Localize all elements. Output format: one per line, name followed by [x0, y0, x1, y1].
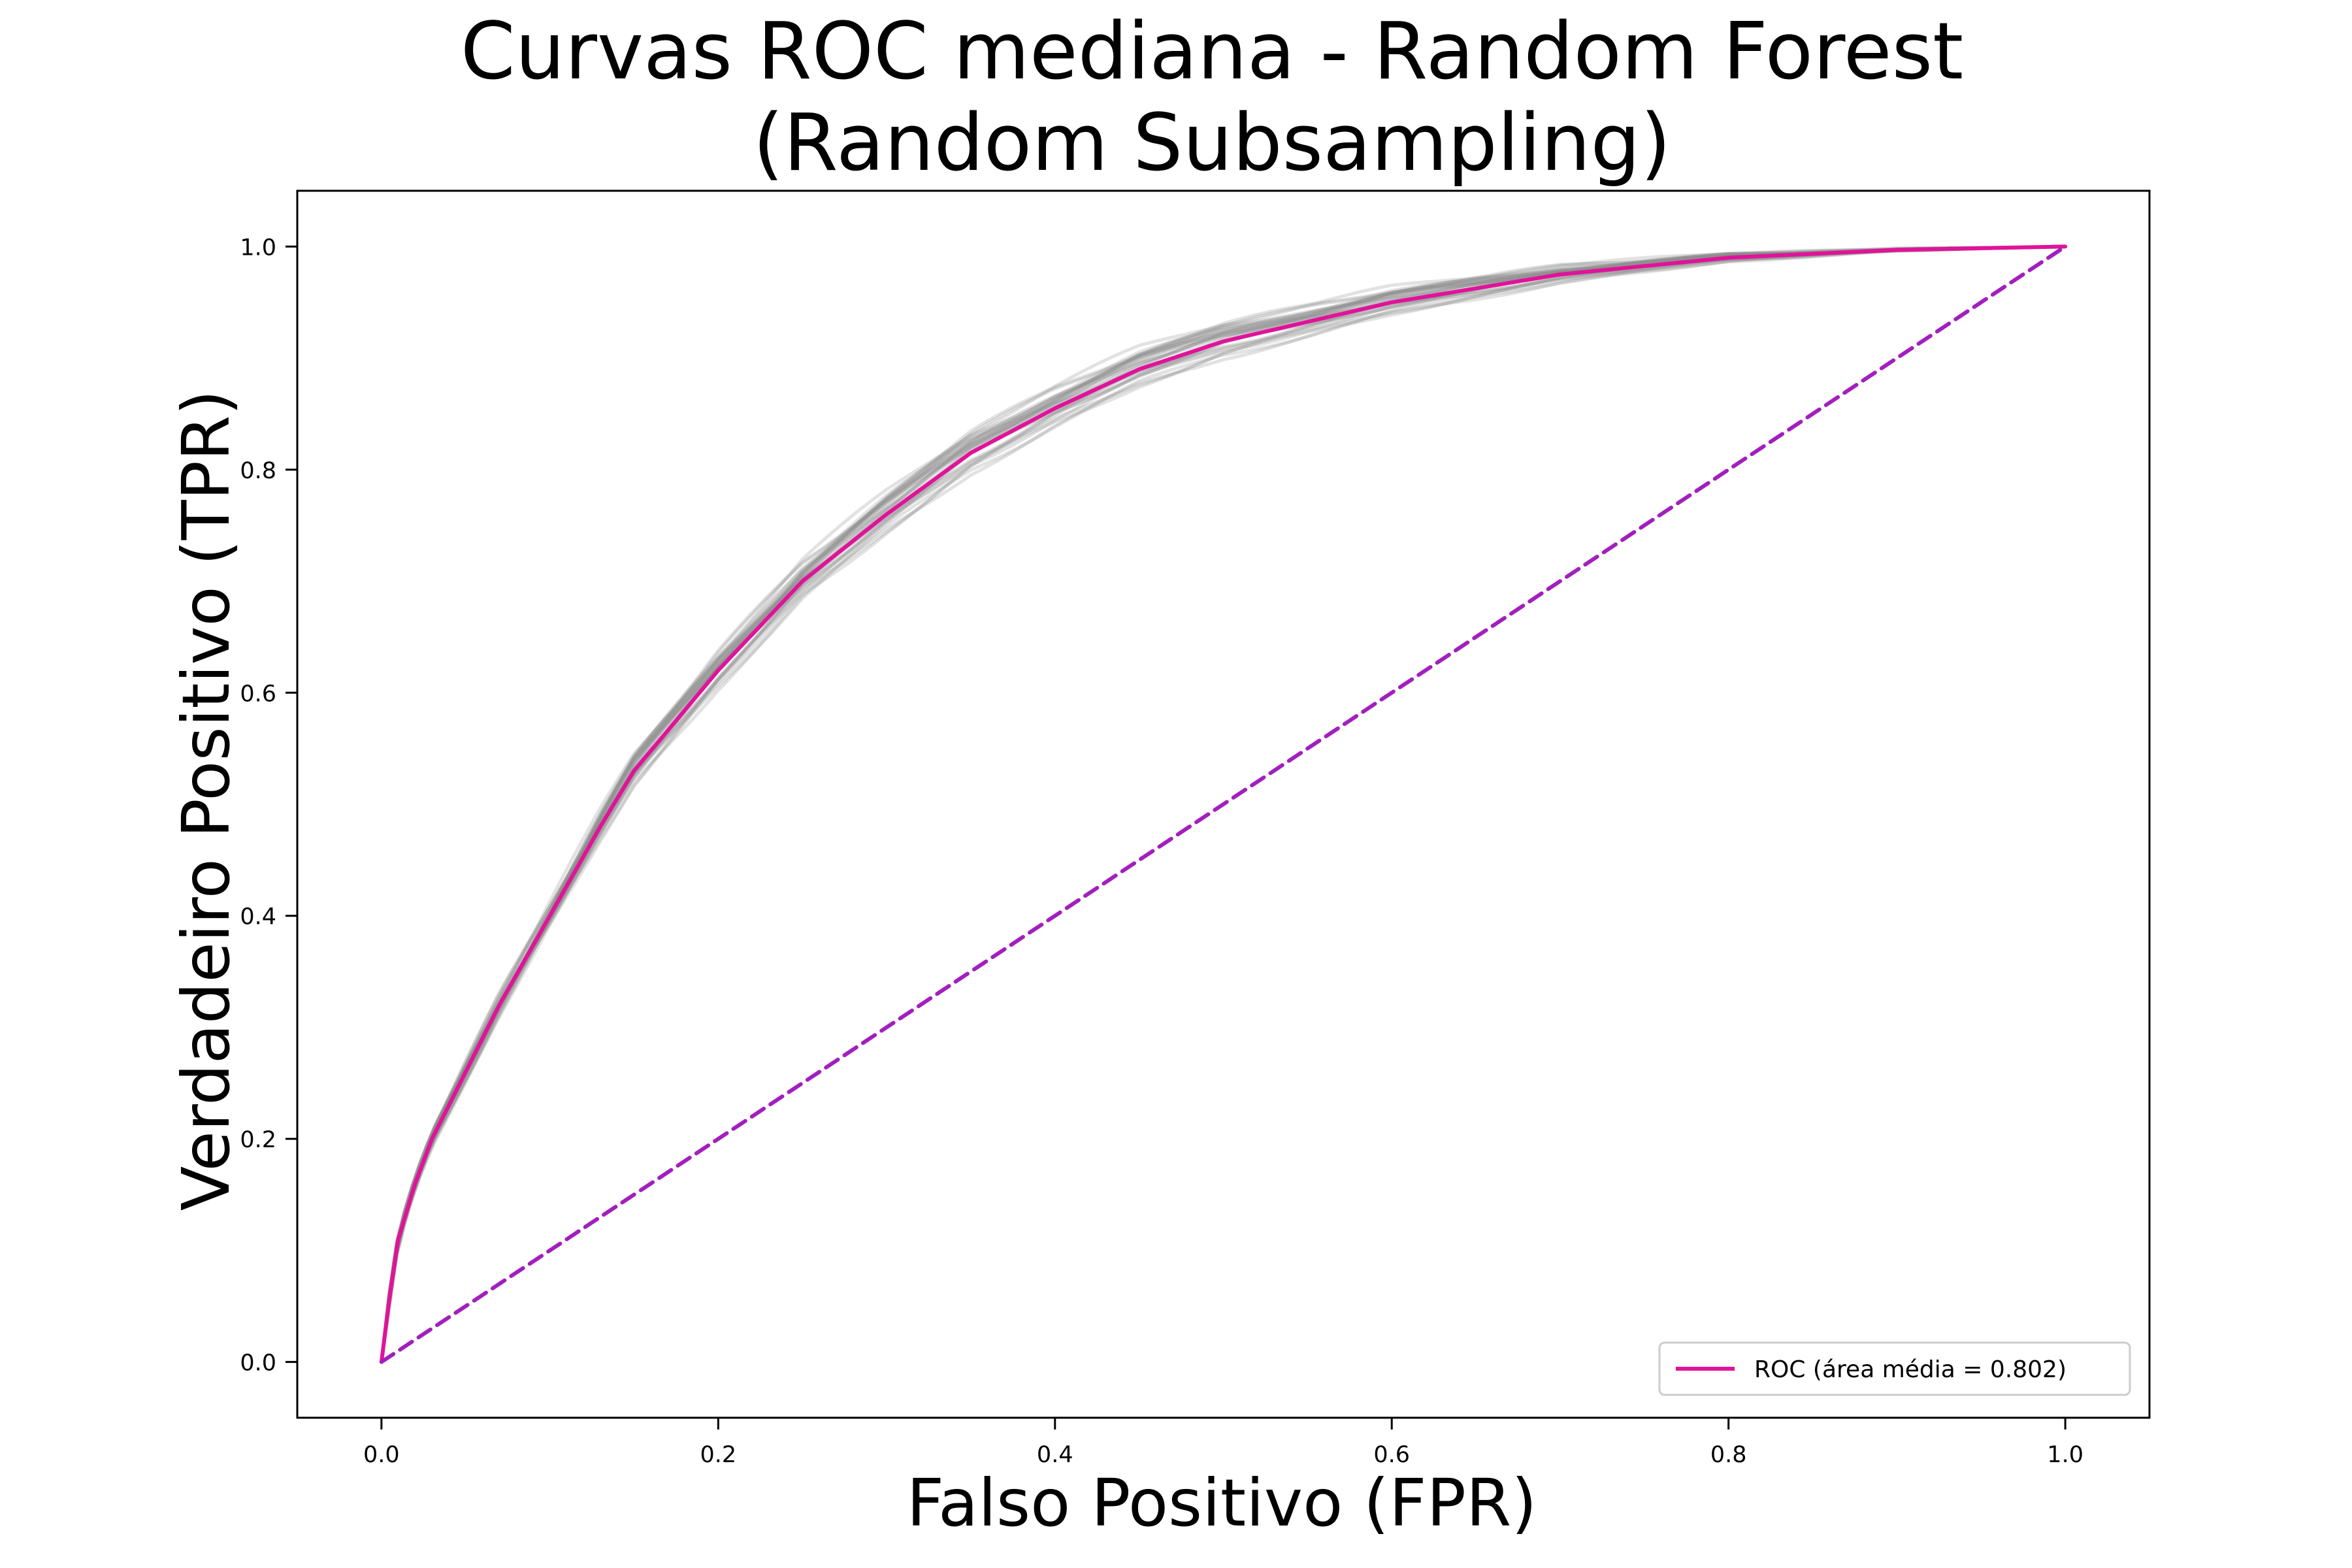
background-roc-curve [380, 244, 2066, 1362]
y-axis-label: Verdadeiro Positivo (TPR) [168, 390, 244, 1211]
x-tick-label: 0.2 [700, 1442, 736, 1468]
background-roc-curve [380, 244, 2066, 1362]
x-axis-label: Falso Positivo (FPR) [907, 1465, 1537, 1541]
background-roc-curve [380, 244, 2066, 1362]
y-tick-label: 0.0 [240, 1350, 276, 1377]
y-tick-label: 0.2 [240, 1127, 276, 1153]
legend-box [1658, 1341, 2131, 1396]
chance-diagonal-line [379, 244, 2068, 1364]
x-tick-label: 0.4 [1037, 1442, 1073, 1468]
legend-label-roc: ROC (área média = 0.802) [1754, 1356, 2066, 1383]
y-tick-label: 0.8 [240, 458, 276, 484]
roc-median-line [379, 244, 2068, 1364]
chart-title-line-2: (Random Subsampling) [753, 98, 1671, 189]
chart-title-line-1: Curvas ROC mediana - Random Forest [461, 7, 1963, 97]
background-roc-curve [380, 244, 2066, 1362]
background-roc-curve [380, 244, 2066, 1362]
y-tick-label: 1.0 [240, 235, 276, 261]
x-tick-label: 0.0 [363, 1442, 400, 1468]
background-roc-curve [380, 244, 2066, 1362]
plot-area-frame [296, 189, 2151, 1419]
x-tick-label: 0.6 [1373, 1442, 1410, 1468]
legend: ROC (área média = 0.802) [1658, 1341, 2131, 1396]
background-roc-curve [380, 244, 2066, 1362]
x-tick-label: 0.8 [1710, 1442, 1747, 1468]
x-tick-label: 1.0 [2047, 1442, 2083, 1468]
y-axis-ticks: 0.0 0.2 0.4 0.6 0.8 1.0 [240, 235, 297, 1377]
y-tick-label: 0.4 [240, 904, 276, 930]
series-group [379, 244, 2068, 1364]
background-roc-curve [380, 244, 2066, 1362]
background-roc-curve [380, 244, 2066, 1362]
x-axis-ticks: 0.0 0.2 0.4 0.6 0.8 1.0 [363, 1418, 2083, 1468]
y-tick-label: 0.6 [240, 681, 276, 707]
